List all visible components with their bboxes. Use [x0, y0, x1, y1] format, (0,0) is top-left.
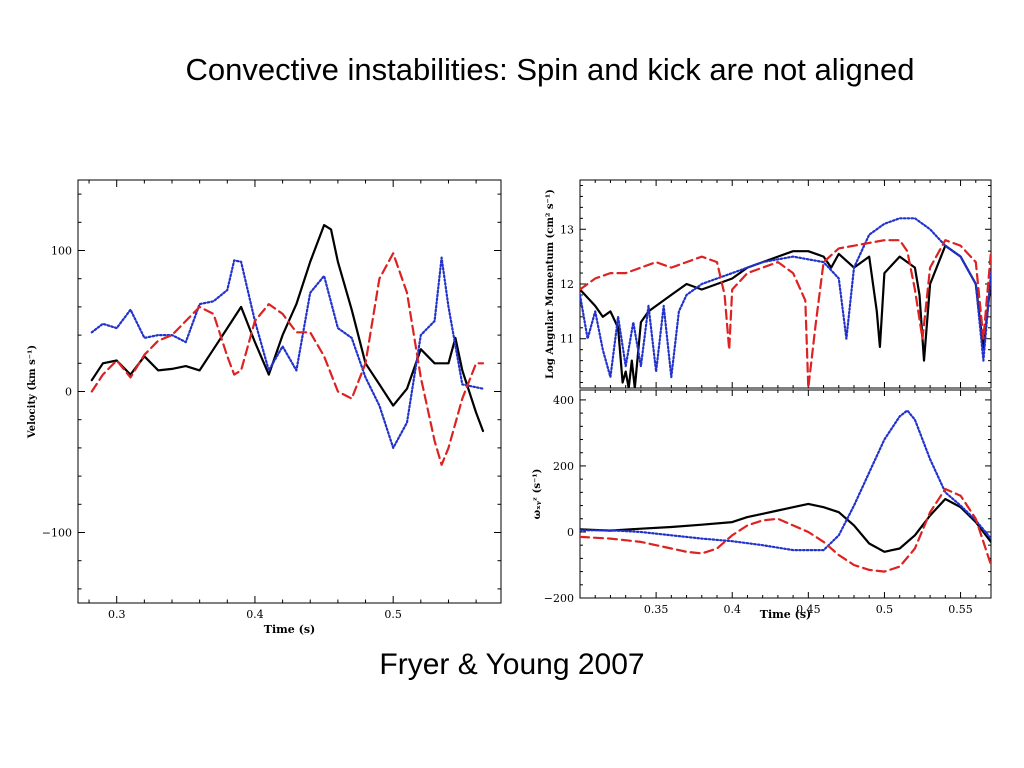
omega-xyz-panel: 0.35 0.4 0.45 0.5 0.55 400 200 0 −200 Time (s) ωₓᵧ…	[532, 389, 992, 621]
x-tick-label: 0.4	[723, 603, 741, 616]
y-tick-label: 13	[560, 223, 574, 236]
y-tick-label: 0	[65, 386, 72, 399]
y-tick-label: 100	[51, 245, 72, 258]
x-tick-label: 0.45	[796, 603, 821, 616]
y-axis-label: ωₓᵧᶻ (s⁻¹)	[532, 469, 543, 520]
series-line-solid	[580, 497, 991, 553]
slide-title: Convective instabilities: Spin and kick …	[185, 52, 915, 87]
angular-momentum-series-group	[580, 217, 991, 388]
angular-momentum-panel: 11 12 13 Log Angular Momentum (cm² s⁻¹)	[545, 179, 992, 389]
omega-xyz-series-group	[580, 409, 991, 573]
y-tick-label: 200	[553, 460, 574, 473]
x-tick-label: 0.5	[876, 603, 894, 616]
x-axis-label: Time (s)	[264, 623, 315, 636]
series-line-solid	[90, 224, 485, 433]
y-axis-label: Velocity (km s⁻¹)	[27, 345, 38, 439]
series-line-dotted	[580, 217, 991, 379]
y-tick-label: 0	[567, 526, 574, 539]
y-axis-label: Log Angular Momentum (cm² s⁻¹)	[545, 189, 556, 379]
x-axis-label: Time (s)	[760, 608, 811, 621]
x-tick-label: 0.4	[246, 608, 264, 621]
y-tick-label: 11	[560, 333, 574, 346]
y-tick-label: 400	[553, 394, 574, 407]
series-line-dashed	[580, 239, 991, 388]
x-tick-label: 0.3	[108, 608, 126, 621]
series-line-solid	[580, 244, 991, 388]
slide-credit: Fryer & Young 2007	[379, 648, 645, 681]
velocity-series-group	[90, 224, 485, 466]
series-line-dotted	[580, 409, 991, 552]
x-tick-label: 0.55	[948, 603, 973, 616]
x-tick-label: 0.35	[644, 603, 669, 616]
velocity-panel: 0.3 0.4 0.5 100 0 −100 Time (s) Velocity (km s⁻…	[27, 179, 502, 636]
y-tick-label: −200	[544, 592, 574, 605]
y-tick-label: 12	[560, 278, 574, 291]
series-line-dashed	[90, 252, 485, 466]
series-line-dashed	[580, 487, 991, 573]
omega-xyz-frame	[579, 389, 992, 599]
x-tick-label: 0.5	[384, 608, 402, 621]
series-line-dotted	[90, 256, 485, 449]
velocity-frame	[77, 179, 502, 604]
y-tick-label: −100	[42, 527, 72, 540]
